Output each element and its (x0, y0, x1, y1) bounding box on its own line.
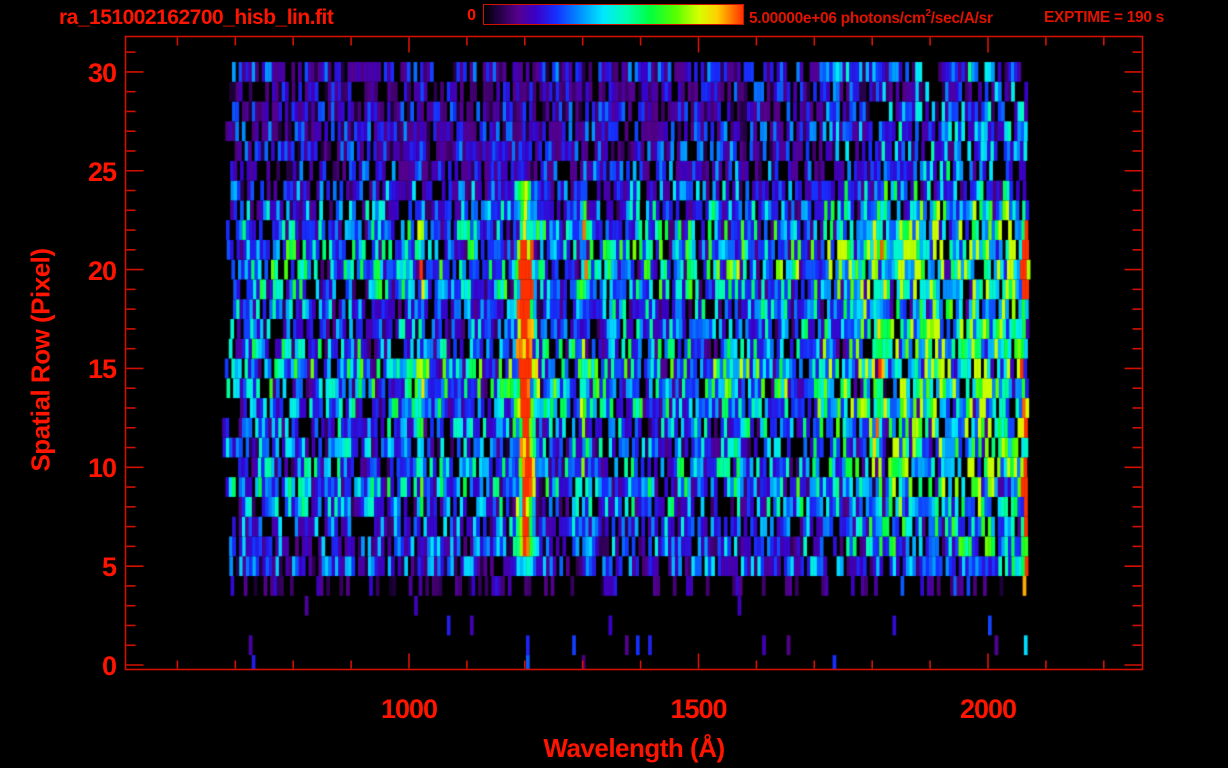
y-axis-title: Spatial Row (Pixel) (25, 248, 56, 472)
y-tick-label: 30 (87, 57, 117, 88)
y-tick-label: 20 (87, 255, 117, 286)
x-tick-label: 1000 (380, 694, 438, 724)
y-tick-label: 5 (101, 552, 117, 583)
colorbar-units-suffix: /sec/A/sr (930, 10, 993, 28)
colorbar-units-sup: 2 (925, 7, 932, 19)
colorbar-max-value: 5.00000e+06 (749, 10, 837, 28)
exptime-label: EXPTIME = 190 s (1044, 9, 1164, 26)
x-tick-label: 1500 (670, 694, 727, 724)
colorbar-units-prefix: photons/cm (836, 10, 926, 28)
x-axis-title: Wavelength (Å) (543, 733, 725, 763)
file-title: ra_151002162700_hisb_lin.fit (59, 6, 334, 29)
colorbar-min-label: 0 (467, 7, 476, 24)
x-tick-label: 2000 (959, 694, 1017, 724)
y-tick-label: 0 (101, 651, 117, 681)
colorbar-max-label: 5.00000e+06 photons/cm2/sec/A/sr (749, 7, 993, 28)
colorbar (483, 4, 744, 25)
y-tick-label: 25 (87, 156, 117, 187)
y-tick-label: 15 (87, 354, 117, 385)
y-tick-label: 10 (87, 453, 117, 484)
heatmap-canvas (127, 38, 1142, 669)
